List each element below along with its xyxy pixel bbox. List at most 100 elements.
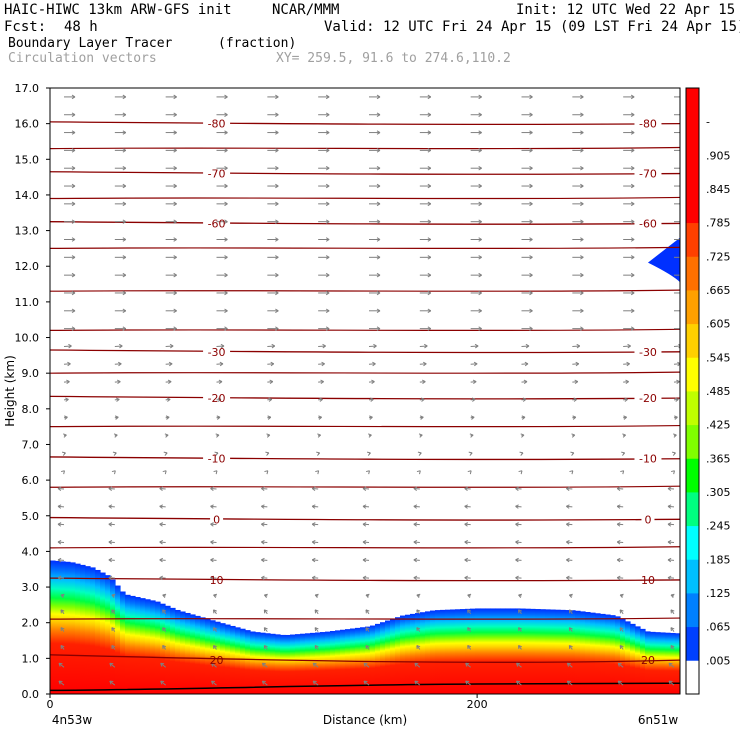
circulation-vector-head [213,470,218,475]
colorbar-segment [686,189,699,224]
circulation-vector-head [416,609,421,614]
circulation-vector-head [376,272,381,278]
circulation-vector-head [116,379,121,385]
circulation-vector-head [376,326,381,331]
circulation-vector-head [529,130,533,135]
circulation-vector-head [519,451,524,456]
circulation-vector [419,345,428,347]
circulation-vector-head [122,272,127,278]
circulation-vector-head [211,680,216,685]
colorbar-label: .185 [706,553,731,566]
circulation-vector-head [108,557,113,563]
circulation-vector-head [668,662,673,667]
circulation-vector-head [111,644,116,649]
circulation-vector-head [111,627,116,632]
tracer-column [615,616,621,694]
tracer-column [410,613,416,694]
circulation-vector [464,505,471,508]
circulation-vector-head [160,662,165,667]
circulation-vector-head [60,593,65,598]
tracer-column [520,608,526,694]
tracer-column [570,610,576,694]
y-tick-label: 13.0 [15,225,40,238]
circulation-vector-head [619,609,624,614]
colorbar-label: .725 [706,250,731,263]
colorbar-label: .305 [706,486,731,499]
circulation-vector-head [173,272,177,278]
circulation-vector-head [224,308,228,314]
circulation-vector-head [467,609,472,614]
circulation-vector-head [224,255,228,260]
circulation-vector-head [630,219,635,224]
circulation-vector [515,488,522,490]
circulation-vector-head [630,165,635,171]
circulation-vector [362,559,370,561]
circulation-vector-head [58,680,63,685]
circulation-vector-head [427,130,432,135]
circulation-vector-head [478,237,482,242]
circulation-vector-head [667,540,672,545]
colorbar-segment [686,323,699,358]
contour-label-20: 20 [641,654,655,667]
circulation-vector-head [427,272,432,278]
tracer-column [425,611,431,694]
circulation-vector [261,505,268,508]
circulation-vector-head [71,112,76,117]
tracer-column [365,626,371,694]
colorbar-segment [686,458,699,493]
circulation-vector-head [224,112,228,117]
tracer-column [75,563,81,694]
circulation-vector [362,488,370,490]
circulation-vector-head [423,343,428,349]
circulation-vector-head [163,451,168,456]
circulation-vector-head [108,522,113,527]
tracer-column [325,631,331,694]
colorbar-frame [685,87,700,695]
tracer-column [330,631,336,694]
tracer-column [60,561,66,694]
circulation-vector-head [275,94,279,100]
circulation-vector [667,488,675,490]
tracer-column [285,634,291,694]
circulation-vector-head [162,470,167,475]
circulation-vector [165,345,174,347]
tracer-column [165,605,171,694]
circulation-vector-head [478,326,482,331]
circulation-vector-head [376,165,381,171]
tracer-column [175,609,181,694]
colorbar-label: .425 [706,419,731,432]
circulation-vector-head [625,379,629,385]
colorbar-segment [686,391,699,426]
circulation-vector-head [314,593,319,598]
circulation-vector [413,541,420,543]
tracer-column [135,597,141,694]
tracer-column [235,627,241,694]
circulation-vector-head [111,593,116,598]
circulation-vector-head [675,397,679,402]
circulation-vector-head [427,183,432,189]
circulation-vector-head [465,680,470,685]
circulation-vector-head [167,379,172,385]
tracer-column [85,566,91,694]
circulation-vector-head [515,540,519,545]
circulation-vector-head [670,644,675,649]
circulation-vector-head [261,522,265,527]
circulation-vector-head [261,575,265,581]
tracer-column [110,579,116,694]
circulation-vector-head [667,522,672,527]
circulation-vector-head [122,326,127,331]
circulation-vector-head [365,609,370,614]
circulation-vector-head [376,237,381,242]
circulation-vector-head [275,237,279,242]
y-tick-label: 3.0 [22,581,40,594]
contour-label--60: -60 [639,217,657,230]
colorbar-label: .125 [706,587,731,600]
circulation-vector [63,363,71,365]
temperature-contour--60 [50,221,680,225]
circulation-vector-head [57,575,62,581]
temperature-contour [50,146,680,150]
circulation-vector-head [65,397,69,402]
circulation-vector-head [529,201,533,207]
tracer-column [375,623,381,694]
circulation-vector-head [580,130,584,135]
